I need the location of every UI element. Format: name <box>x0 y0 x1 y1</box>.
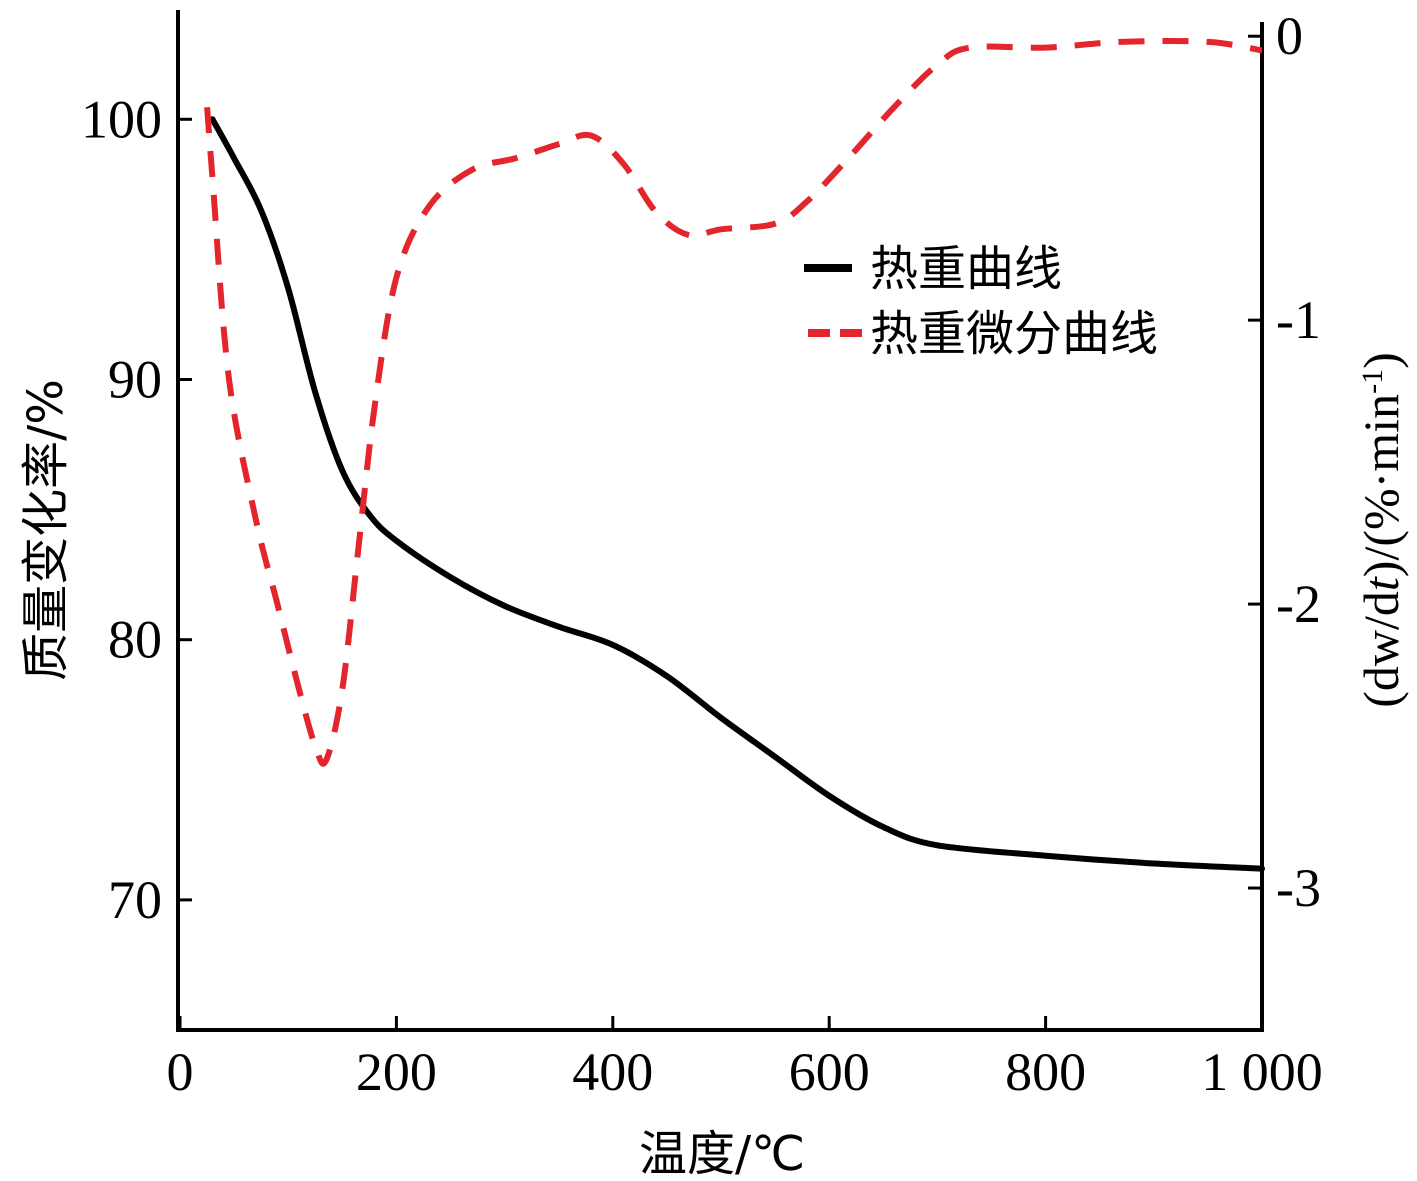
x-tick-label: 400 <box>572 1042 653 1102</box>
right-y-title-prefix: (dw/d <box>1353 591 1409 708</box>
left-y-axis-title: 质量变化率/% <box>18 379 74 681</box>
x-tick-label: 800 <box>1005 1042 1086 1102</box>
right-y-title-sup: -1 <box>1356 369 1389 394</box>
x-tick-label: 1 000 <box>1201 1042 1323 1102</box>
right-y-title-suffix: ) <box>1353 352 1409 369</box>
y-left-ticks: 70 80 90 100 <box>81 89 192 930</box>
x-tick-label: 0 <box>167 1042 194 1102</box>
x-ticks: 0 200 400 600 800 1 000 <box>167 1016 1323 1102</box>
legend-label-dtg: 热重微分曲线 <box>870 306 1158 362</box>
tg-series-line <box>209 116 1265 872</box>
legend-label-tg: 热重曲线 <box>870 241 1062 297</box>
y-right-tick-label: -2 <box>1276 574 1321 634</box>
y-left-tick-label: 80 <box>108 610 162 670</box>
dtg-series-line <box>204 38 1263 767</box>
y-right-ticks: 0 -1 -2 -3 <box>1248 6 1321 918</box>
y-left-tick-label: 70 <box>108 870 162 930</box>
right-y-axis-title: (dw/dt)/(%·min-1) <box>1353 352 1409 708</box>
legend: 热重曲线 热重微分曲线 <box>804 241 1158 362</box>
y-right-tick-label: -3 <box>1276 858 1321 918</box>
right-y-title-t: t <box>1353 576 1409 591</box>
x-tick-label: 200 <box>356 1042 437 1102</box>
y-left-tick-label: 90 <box>108 349 162 409</box>
y-right-tick-label: -1 <box>1276 290 1321 350</box>
y-left-tick-label: 100 <box>81 89 162 149</box>
series-layer <box>204 38 1265 872</box>
x-tick-label: 600 <box>789 1042 870 1102</box>
right-y-title-mid: )/(%·min <box>1353 394 1409 577</box>
y-right-tick-label: 0 <box>1276 6 1303 66</box>
x-axis-title: 温度/℃ <box>639 1126 805 1181</box>
